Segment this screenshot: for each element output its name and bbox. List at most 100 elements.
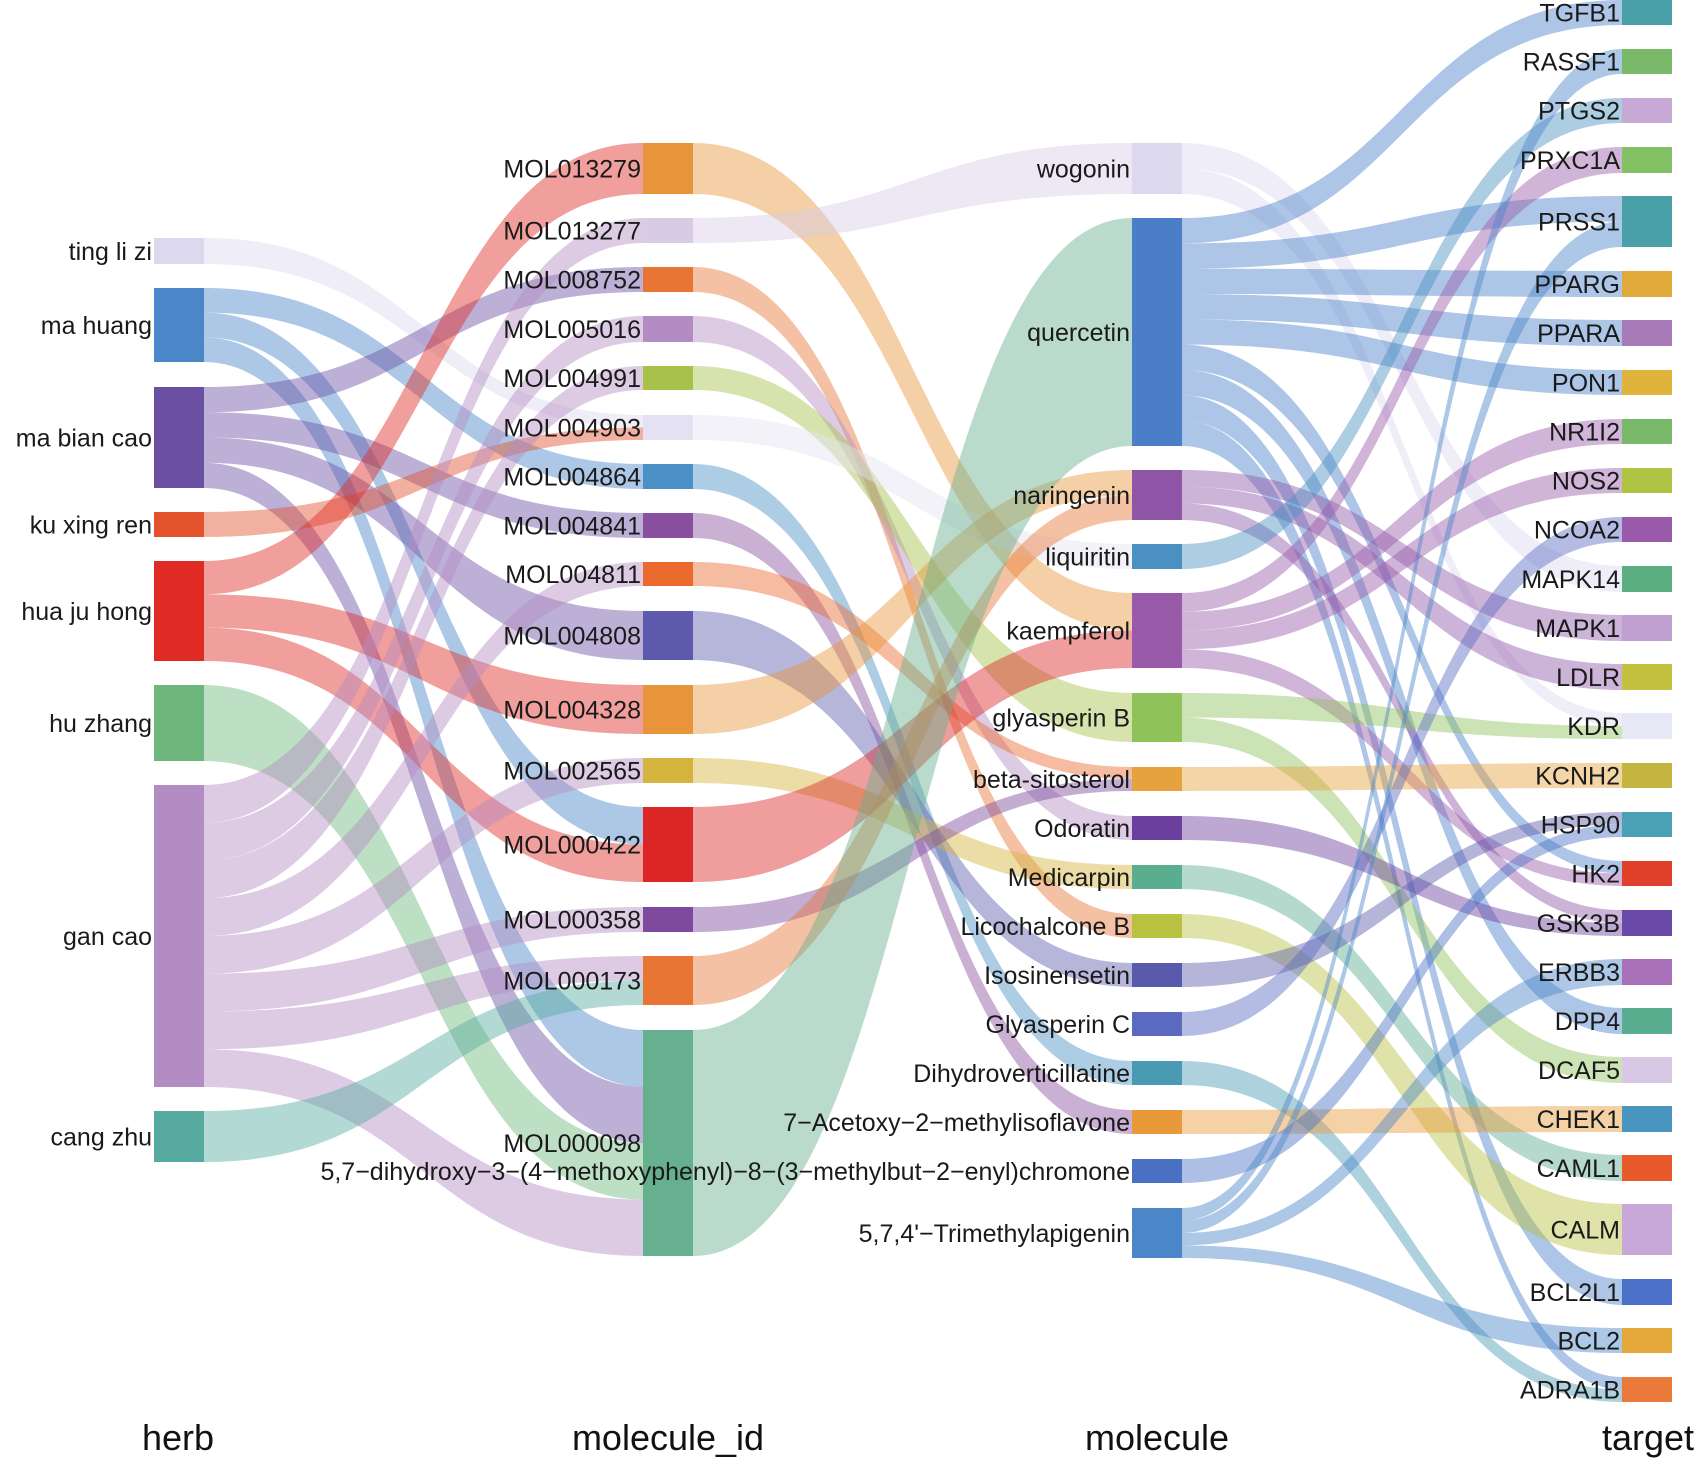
flow-molecule-15-to-target-26 <box>1182 1245 1622 1353</box>
molecule-id-label: MOL008752 <box>503 267 641 295</box>
molecule-id-node <box>643 366 693 390</box>
molecule-label: 5,7,4'−Trimethylapigenin <box>859 1220 1130 1248</box>
molecule-label: 5,7−dihydroxy−3−(4−methoxyphenyl)−8−(3−m… <box>320 1158 1130 1186</box>
molecule-id-label: MOL004841 <box>503 513 641 541</box>
flow-herb-6-to-molecule-id-3 <box>204 316 643 861</box>
molecule-node <box>1132 767 1182 791</box>
target-label: DCAF5 <box>1538 1057 1620 1085</box>
molecule-id-label: MOL000098 <box>503 1130 641 1158</box>
flow-molecule-id-9-to-molecule-10 <box>693 611 1132 987</box>
flow-herb-1-to-molecule-id-12 <box>204 312 643 845</box>
molecule-label: Glyasperin C <box>986 1011 1131 1039</box>
target-node <box>1622 713 1672 739</box>
flow-molecule-5-to-target-14 <box>1182 693 1622 739</box>
target-label: CAML1 <box>1537 1155 1620 1183</box>
flow-molecule-13-to-target-22 <box>1182 1106 1622 1134</box>
flow-molecule-1-to-target-0 <box>1182 0 1622 244</box>
target-label: ERBB3 <box>1538 959 1620 987</box>
target-label: LDLR <box>1556 664 1620 692</box>
flow-molecule-15-to-target-19 <box>1182 959 1622 1246</box>
herb-node <box>154 387 204 488</box>
flow-molecule-1-to-target-25 <box>1182 395 1622 1305</box>
herb-label: ma huang <box>41 312 152 340</box>
molecule-label: Isosinensetin <box>984 962 1130 990</box>
molecule-id-label: MOL004328 <box>503 697 641 725</box>
molecule-node <box>1132 218 1182 446</box>
molecule-id-node <box>643 758 693 783</box>
target-node <box>1622 0 1672 25</box>
molecule-id-label: MOL002565 <box>503 758 641 786</box>
target-label: TGFB1 <box>1539 0 1620 28</box>
molecule-node <box>1132 816 1182 840</box>
column-label-molecule-id: molecule_id <box>572 1417 764 1458</box>
herb-label: ku xing ren <box>30 512 152 540</box>
molecule-node <box>1132 1061 1182 1085</box>
molecule-id-label: MOL000422 <box>503 832 641 860</box>
molecule-node <box>1132 470 1182 520</box>
flow-molecule-id-13-to-molecule-6 <box>693 779 1132 932</box>
molecule-id-label: MOL000358 <box>503 907 641 935</box>
node-layer <box>154 0 1672 1402</box>
flow-molecule-0-to-target-11 <box>1182 143 1622 592</box>
molecule-node <box>1132 1159 1182 1183</box>
target-label: PTGS2 <box>1538 98 1620 126</box>
flow-molecule-11-to-target-10 <box>1182 517 1622 1036</box>
molecule-label: liquiritin <box>1045 544 1130 572</box>
target-node <box>1622 566 1672 592</box>
target-node <box>1622 861 1672 886</box>
target-node <box>1622 615 1672 641</box>
target-label: CALM <box>1551 1217 1620 1245</box>
molecule-label: beta-sitosterol <box>973 766 1130 794</box>
flow-molecule-3-to-target-2 <box>1182 98 1622 569</box>
flow-molecule-2-to-target-12 <box>1182 470 1622 641</box>
herb-label: gan cao <box>63 923 152 951</box>
flow-molecule-1-to-target-27 <box>1182 420 1622 1390</box>
target-node <box>1622 419 1672 444</box>
molecule-label: 7−Acetoxy−2−methylisoflavone <box>783 1109 1130 1137</box>
flow-herb-4-to-molecule-id-12 <box>204 627 643 882</box>
molecule-id-node <box>643 218 693 243</box>
molecule-node <box>1132 143 1182 194</box>
flow-herb-6-to-molecule-id-4 <box>204 366 643 899</box>
flow-herb-4-to-molecule-id-10 <box>204 594 643 734</box>
molecule-id-node <box>643 267 693 292</box>
target-node <box>1622 910 1672 936</box>
flow-molecule-15-to-target-4 <box>1182 221 1622 1233</box>
column-label-molecule: molecule <box>1085 1417 1229 1458</box>
flow-molecule-2-to-target-18 <box>1182 503 1622 923</box>
flow-molecule-id-0-to-molecule-4 <box>693 143 1132 631</box>
molecule-id-label: MOL004811 <box>505 561 641 589</box>
target-label: PRSS1 <box>1538 209 1620 237</box>
flow-molecule-id-6-to-molecule-12 <box>693 464 1132 1085</box>
herb-node <box>154 685 204 761</box>
target-label: GSK3B <box>1537 910 1620 938</box>
target-label: MAPK14 <box>1521 566 1620 594</box>
molecule-id-label: MOL005016 <box>503 316 641 344</box>
target-node <box>1622 1008 1672 1034</box>
flow-molecule-5-to-target-21 <box>1182 717 1622 1083</box>
herb-label: hu zhang <box>49 710 152 738</box>
flow-molecule-1-to-target-5 <box>1182 268 1622 297</box>
label-layer: ting li zi ma huang ma bian cao ku xing ren… <box>16 0 1621 1405</box>
column-label-target: target <box>1602 1417 1694 1458</box>
flow-herb-2-to-molecule-id-15 <box>204 462 643 1143</box>
flow-herb-1-to-molecule-id-15 <box>204 337 643 1087</box>
flow-molecule-1-to-target-7 <box>1182 319 1622 395</box>
herb-node <box>154 512 204 537</box>
molecule-label: Medicarpin <box>1008 864 1130 892</box>
molecule-id-node <box>643 807 693 882</box>
flow-herb-1-to-molecule-id-6 <box>204 288 643 489</box>
molecule-id-node <box>643 513 693 538</box>
target-node <box>1622 271 1672 297</box>
target-label: NOS2 <box>1552 468 1620 496</box>
flow-herb-2-to-molecule-id-7 <box>204 412 643 538</box>
flow-herb-6-to-molecule-id-15 <box>204 1049 643 1256</box>
herb-label: cang zhu <box>51 1124 152 1152</box>
molecule-id-label: MOL004903 <box>503 415 641 443</box>
molecule-node <box>1132 693 1182 742</box>
flow-molecule-id-1-to-molecule-0 <box>693 143 1132 243</box>
flow-molecule-id-10-to-molecule-2 <box>693 470 1132 734</box>
flow-molecule-8-to-target-23 <box>1182 865 1622 1181</box>
flow-molecule-id-14-to-molecule-2 <box>693 495 1132 1005</box>
molecule-id-node <box>643 415 693 440</box>
